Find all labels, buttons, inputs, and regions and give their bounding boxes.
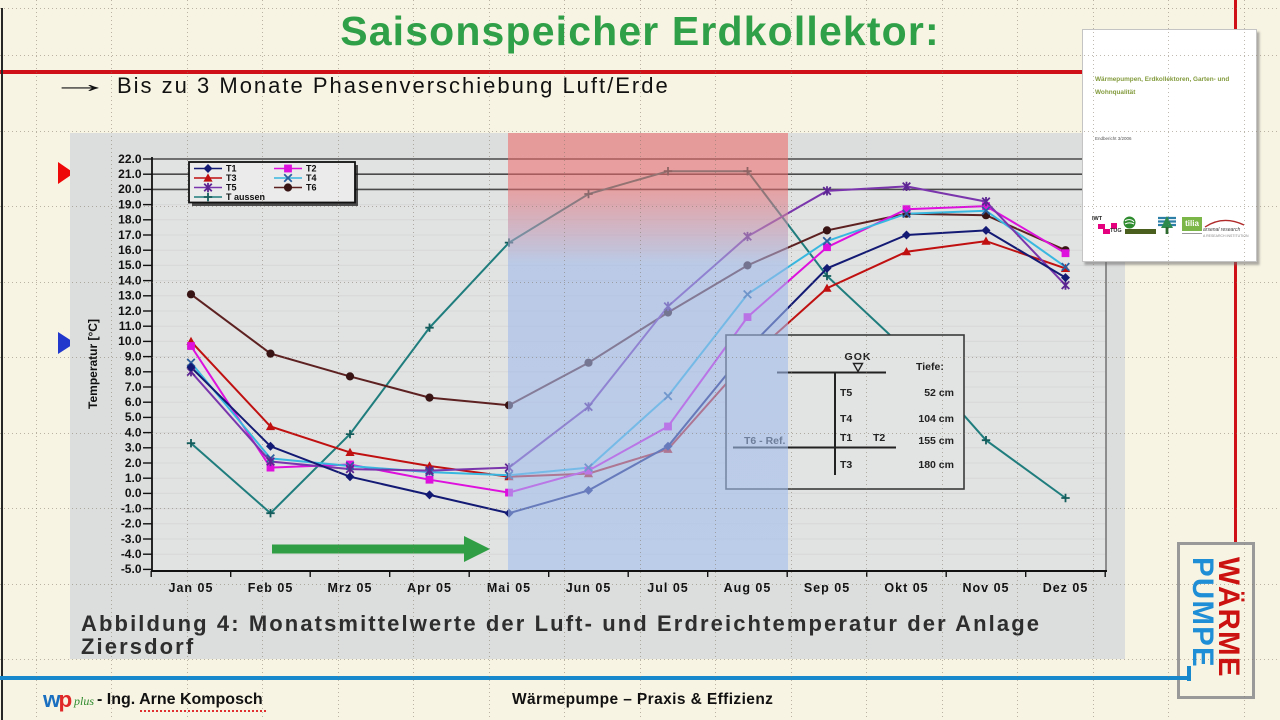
svg-text:-2.0: -2.0 <box>121 517 142 531</box>
svg-text:Feb 05: Feb 05 <box>248 581 294 595</box>
svg-text:Mrz 05: Mrz 05 <box>328 581 373 595</box>
svg-text:Aug 05: Aug 05 <box>724 581 772 595</box>
svg-text:15.0: 15.0 <box>118 258 142 272</box>
svg-text:21.0: 21.0 <box>118 167 142 181</box>
svg-text:Jan 05: Jan 05 <box>169 581 214 595</box>
svg-text:T6: T6 <box>306 183 317 193</box>
svg-text:T3: T3 <box>226 173 237 183</box>
svg-text:Sep 05: Sep 05 <box>804 581 850 595</box>
svg-text:180 cm: 180 cm <box>918 459 954 471</box>
svg-text:7.0: 7.0 <box>125 380 142 394</box>
svg-text:T5: T5 <box>840 387 852 399</box>
svg-text:4.0: 4.0 <box>125 425 142 439</box>
svg-text:T2: T2 <box>873 432 885 444</box>
svg-text:T3: T3 <box>840 459 852 471</box>
svg-text:12.0: 12.0 <box>118 304 142 318</box>
svg-text:T4: T4 <box>306 173 317 183</box>
svg-text:2.0: 2.0 <box>125 456 142 470</box>
svg-text:Mai 05: Mai 05 <box>487 581 531 595</box>
svg-text:0.0: 0.0 <box>125 486 142 500</box>
svg-text:Jun 05: Jun 05 <box>566 581 612 595</box>
svg-text:3.0: 3.0 <box>125 441 142 455</box>
svg-text:Tiefe:: Tiefe: <box>916 361 944 373</box>
svg-text:T aussen: T aussen <box>226 192 265 202</box>
svg-text:T1: T1 <box>840 432 852 444</box>
svg-text:Okt 05: Okt 05 <box>884 581 928 595</box>
svg-text:T4: T4 <box>840 413 852 425</box>
svg-text:16.0: 16.0 <box>118 243 142 257</box>
svg-text:20.0: 20.0 <box>118 182 142 196</box>
svg-text:T2: T2 <box>306 164 317 174</box>
svg-text:22.0: 22.0 <box>118 152 142 166</box>
svg-text:-4.0: -4.0 <box>121 547 142 561</box>
svg-text:14.0: 14.0 <box>118 273 142 287</box>
svg-text:T5: T5 <box>226 183 237 193</box>
svg-text:Dez 05: Dez 05 <box>1043 581 1089 595</box>
svg-text:T1: T1 <box>226 164 237 174</box>
svg-text:-3.0: -3.0 <box>121 532 142 546</box>
svg-text:19.0: 19.0 <box>118 197 142 211</box>
svg-text:Jul 05: Jul 05 <box>647 581 688 595</box>
svg-text:104 cm: 104 cm <box>918 413 954 425</box>
svg-text:17.0: 17.0 <box>118 228 142 242</box>
svg-text:18.0: 18.0 <box>118 213 142 227</box>
svg-text:5.0: 5.0 <box>125 410 142 424</box>
svg-text:155 cm: 155 cm <box>918 435 954 447</box>
svg-text:1.0: 1.0 <box>125 471 142 485</box>
svg-text:52 cm: 52 cm <box>924 387 954 399</box>
svg-text:Temperatur [°C]: Temperatur [°C] <box>86 319 100 409</box>
svg-text:8.0: 8.0 <box>125 365 142 379</box>
svg-text:Apr 05: Apr 05 <box>407 581 452 595</box>
svg-text:11.0: 11.0 <box>119 319 142 333</box>
svg-text:9.0: 9.0 <box>125 349 142 363</box>
svg-text:6.0: 6.0 <box>125 395 142 409</box>
svg-text:Nov 05: Nov 05 <box>963 581 1010 595</box>
svg-text:13.0: 13.0 <box>118 289 142 303</box>
svg-text:-5.0: -5.0 <box>121 562 142 576</box>
svg-text:10.0: 10.0 <box>118 334 142 348</box>
